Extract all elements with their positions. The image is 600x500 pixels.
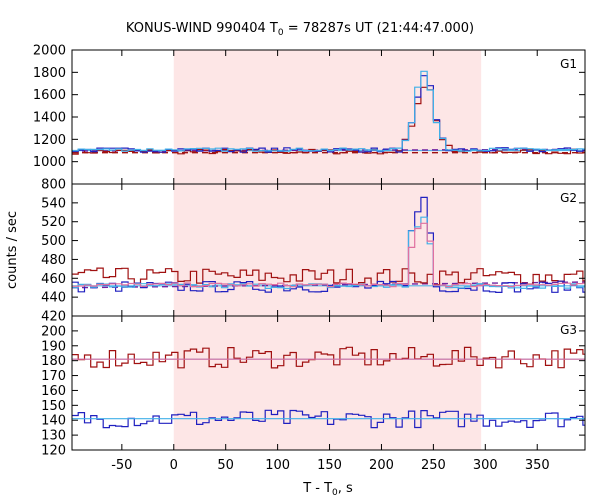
series-cyan-line [72, 70, 585, 152]
series-blue-line [72, 409, 585, 429]
x-tick-label: 100 [265, 458, 290, 473]
panel-g2: 420 440 460 480 500 520 540 G2 [41, 183, 586, 325]
x-tick-label: 350 [525, 458, 550, 473]
y-tick-label: 1200 [33, 133, 66, 148]
y-tick-label: 440 [41, 291, 66, 306]
y-tick-label: 140 [41, 414, 66, 429]
y-tick-label: 460 [41, 272, 66, 287]
y-tick-label: 2000 [33, 44, 66, 59]
shaded-interval [173, 50, 482, 184]
x-tick-label: -50 [111, 458, 132, 473]
y-axis-label: counts / sec [5, 211, 20, 289]
x-tick-label: 200 [369, 458, 394, 473]
y-tick-label: 190 [41, 339, 66, 354]
y-tick-label: 480 [41, 253, 66, 268]
x-tick-label: 0 [170, 458, 178, 473]
x-axis-label: T - T0, s [302, 481, 353, 498]
x-tick-label: 300 [473, 458, 498, 473]
y-tick-label: 170 [41, 369, 66, 384]
y-tick-label: 150 [41, 399, 66, 414]
series-red-line [72, 267, 585, 286]
y-tick-label: 1600 [33, 88, 66, 103]
y-tick-label: 500 [41, 234, 66, 249]
y-tick-label: 800 [41, 178, 66, 193]
series-pink-line [72, 222, 585, 288]
y-tick-label: 540 [41, 196, 66, 211]
y-tick-label: 200 [41, 324, 66, 339]
y-tick-label: 160 [41, 384, 66, 399]
dashed-level-0 [71, 281, 586, 289]
y-tick-label: 520 [41, 215, 66, 230]
y-tick-label: 1000 [33, 155, 66, 170]
y-tick-label: 120 [41, 444, 66, 459]
panel-label: G2 [560, 191, 577, 205]
shaded-interval [173, 184, 482, 316]
series-red-line [72, 346, 585, 369]
panel-g1: 800 1000 1200 1400 1600 1800 2000 G1 [33, 44, 586, 193]
x-tick-label: 250 [421, 458, 446, 473]
y-tick-label: 180 [41, 354, 66, 369]
y-tick-label: 130 [41, 429, 66, 444]
panel-label: G1 [560, 57, 577, 71]
y-tick-label: 1400 [33, 111, 66, 126]
y-tick-label: 420 [41, 310, 66, 325]
panel-label: G3 [560, 323, 577, 337]
panel-frame [71, 315, 586, 451]
y-tick-label: 1800 [33, 66, 66, 81]
shaded-interval [173, 316, 482, 450]
chart-title: KONUS-WIND 990404 T0 = 78287s UT (21:44:… [126, 21, 474, 38]
x-tick-label: 150 [317, 458, 342, 473]
x-tick-label: 50 [217, 458, 234, 473]
